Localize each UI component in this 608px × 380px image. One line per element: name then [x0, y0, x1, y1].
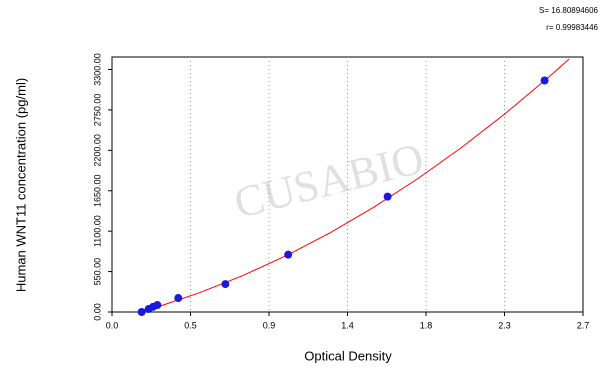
y-tick-label: 2750.00 — [92, 94, 102, 127]
x-tick-label: 2.7 — [577, 320, 590, 330]
y-tick-label: 1650.00 — [92, 174, 102, 207]
watermark: CUSABIO — [229, 134, 428, 228]
data-point — [137, 308, 146, 316]
x-tick-label: 1.8 — [420, 320, 433, 330]
fit-curve — [141, 58, 570, 313]
data-point — [174, 294, 183, 303]
data-point — [221, 280, 230, 289]
annotation: r= 0.99983446 — [546, 23, 598, 32]
y-tick-label: 550.00 — [92, 258, 102, 286]
y-tick-label: 2200.00 — [92, 134, 102, 167]
y-tick-label: 3300.00 — [92, 53, 102, 86]
x-tick-label: 1.4 — [341, 320, 354, 330]
y-tick-label: 1100.00 — [92, 215, 102, 247]
y-tick-label: 0.00 — [92, 303, 102, 321]
y-axis-title: Human WNT11 concentration (pg/ml) — [13, 78, 28, 292]
data-point — [284, 250, 293, 259]
x-tick-label: 0.5 — [184, 320, 197, 330]
x-axis-title: Optical Density — [304, 348, 392, 363]
data-point — [153, 301, 162, 310]
x-tick-label: 2.3 — [498, 320, 511, 330]
data-point — [383, 192, 392, 201]
x-tick-label: 0.9 — [263, 320, 276, 330]
x-tick-label: 0.0 — [106, 320, 119, 330]
data-point — [540, 76, 549, 85]
annotation: S= 16.80894606 — [539, 6, 598, 15]
